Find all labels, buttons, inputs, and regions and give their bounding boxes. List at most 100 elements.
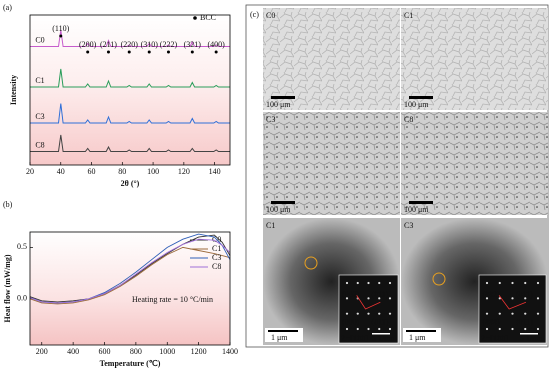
x-tick-label: 400	[67, 347, 79, 356]
zone-axis: Z=[100]	[341, 334, 368, 343]
x-tick-label: 120	[178, 167, 190, 176]
diffraction-spot	[511, 327, 514, 331]
diffraction-spot	[524, 327, 527, 331]
diffraction-spot	[524, 281, 527, 285]
spot-label: (011)	[371, 290, 388, 299]
diffraction-spot	[367, 312, 370, 315]
scale-bar	[271, 201, 295, 204]
spot-label: (01̄1)	[516, 317, 533, 326]
series-line	[30, 103, 230, 124]
diffraction-spot	[345, 327, 349, 331]
diffraction-spot	[536, 281, 540, 285]
scale-label: 1 μm	[409, 333, 426, 342]
spot-label: (002)	[342, 290, 360, 299]
legend-label: BCC	[200, 13, 216, 22]
scale-bar	[268, 330, 298, 332]
diffraction-spot	[536, 312, 540, 315]
diffraction-spot	[356, 327, 359, 331]
scale-label: 100 μm	[404, 100, 429, 109]
diffraction-spot	[356, 281, 359, 285]
panel-label: (c)	[250, 10, 259, 19]
x-tick-label: 1400	[222, 347, 238, 356]
scale-bar	[406, 330, 436, 332]
sample-label: C8	[404, 115, 413, 124]
x-tick-label: 40	[57, 167, 65, 176]
x-axis-label: 2θ (°)	[121, 179, 140, 188]
annotation: Heating rate = 10 °C/min	[132, 295, 213, 304]
selected-area	[304, 256, 318, 270]
peak-marker	[106, 50, 110, 54]
panel-label: (b)	[3, 200, 13, 209]
zone-axis: Z=[100]	[481, 334, 508, 343]
diffraction-spot	[485, 281, 489, 285]
inset-scale-bar	[372, 333, 390, 335]
diffraction-spot	[388, 281, 392, 285]
diffraction-spot	[498, 297, 501, 300]
diffraction-spot	[345, 312, 349, 315]
x-tick-label: 1000	[159, 347, 175, 356]
x-tick-label: 80	[118, 167, 126, 176]
diffraction-spot	[524, 312, 527, 315]
peak-label: (211)	[100, 40, 117, 49]
spot-label: (000)	[342, 317, 360, 326]
sample-label: C3	[404, 221, 413, 230]
scale-label: 100 μm	[404, 205, 429, 214]
scale-bar	[409, 96, 433, 99]
x-tick-label: 20	[26, 167, 34, 176]
x-tick-label: 200	[36, 347, 48, 356]
diffraction-inset	[338, 274, 399, 344]
plot-frame	[29, 14, 231, 166]
peak-marker	[166, 50, 170, 54]
inset-scale-label: 5 1/nm	[372, 334, 395, 343]
y-axis-label: Heat flow (mW/mg)	[3, 254, 12, 322]
diffraction-spot	[536, 297, 540, 300]
legend-label: C3	[212, 253, 221, 262]
spot-label: (011)	[516, 290, 533, 299]
peak-label: (110)	[52, 24, 69, 33]
peak-label: (222)	[160, 40, 178, 49]
y-tick-label: 0.0	[17, 294, 27, 303]
plot-background	[30, 232, 230, 345]
legend-label: C8	[212, 262, 221, 271]
diffraction-spot	[511, 297, 514, 300]
sample-label: C1	[266, 221, 275, 230]
diffraction-spot	[498, 312, 501, 315]
series-label: C3	[35, 112, 44, 121]
diffraction-spot	[367, 297, 370, 300]
peak-label: (200)	[79, 40, 97, 49]
x-tick-label: 100	[147, 167, 159, 176]
diffraction-spot	[536, 327, 540, 331]
sample-label: C3	[266, 115, 275, 124]
sample-label: C0	[266, 11, 275, 20]
inset-scale-label: 5 1/nm	[520, 334, 543, 343]
peak-marker	[59, 34, 63, 38]
diffraction-spot	[524, 297, 527, 300]
sem-image	[263, 8, 400, 110]
legend-dot	[193, 16, 197, 20]
series-label: C1	[35, 76, 44, 85]
diffraction-spot	[388, 297, 392, 300]
scale-bar	[409, 201, 433, 204]
scale-label: 100 μm	[266, 100, 291, 109]
sem-image	[401, 112, 548, 215]
sem-image	[263, 112, 400, 215]
diffraction-spot	[511, 312, 514, 315]
series-line	[30, 29, 230, 47]
x-tick-label: 600	[99, 347, 111, 356]
scale-label: 100 μm	[266, 205, 291, 214]
series-label: C8	[35, 140, 44, 149]
diffraction-spot	[498, 281, 501, 285]
peak-marker	[127, 50, 131, 54]
peak-label: (400)	[207, 40, 225, 49]
y-tick-label: 0.5	[17, 242, 27, 251]
legend-label: C1	[212, 244, 221, 253]
series-line	[29, 246, 231, 305]
diffraction-spot	[367, 281, 370, 285]
diffraction-inset	[478, 274, 547, 344]
diffraction-spot	[345, 281, 349, 285]
diffraction-spot	[388, 327, 392, 331]
peak-marker	[214, 50, 218, 54]
x-tick-label: 60	[88, 167, 96, 176]
